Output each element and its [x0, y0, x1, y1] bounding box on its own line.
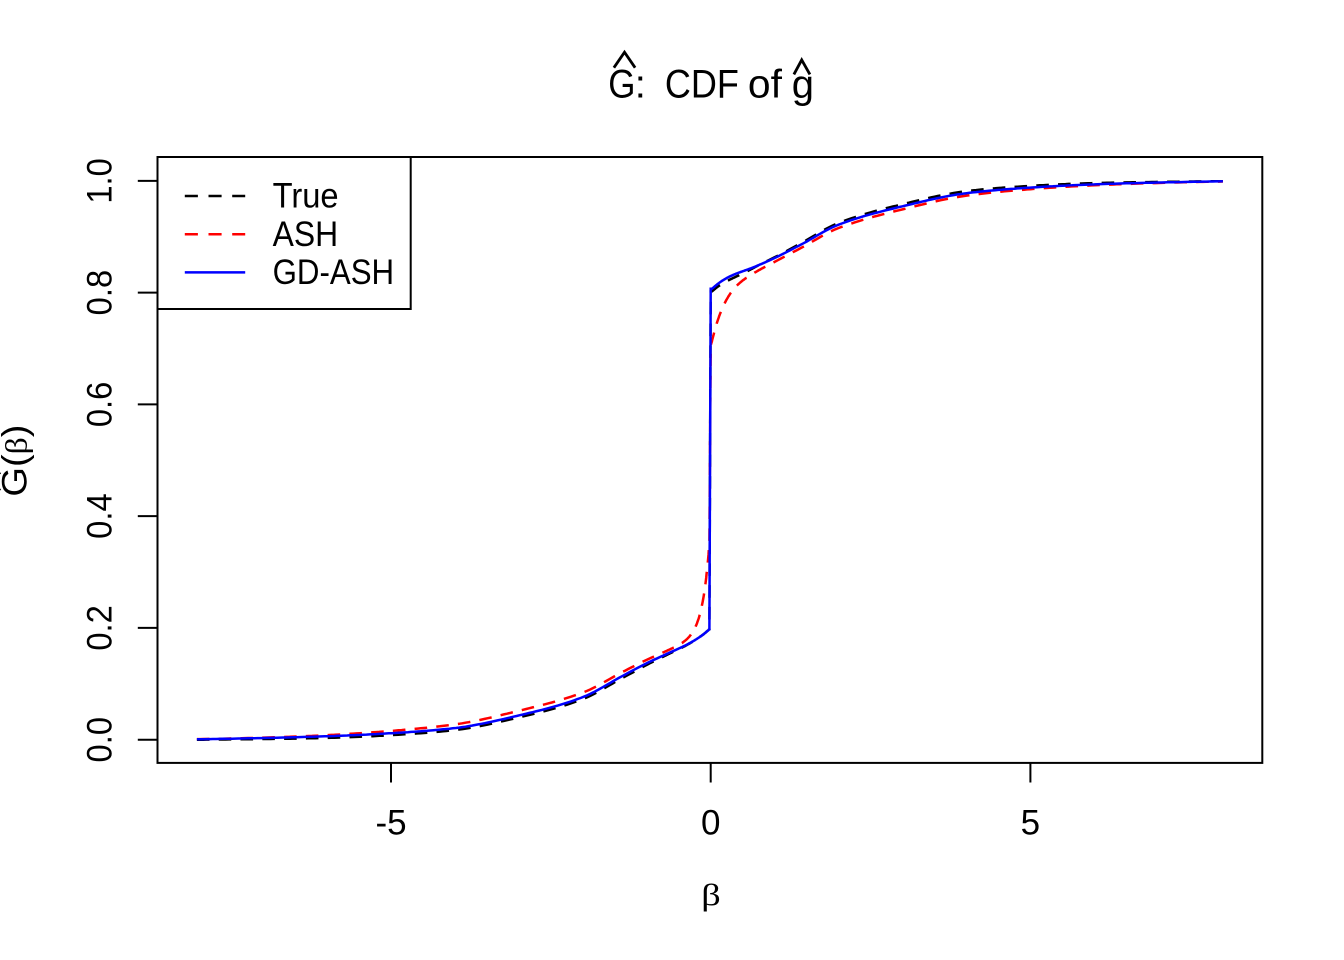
svg-text:0.2: 0.2: [80, 605, 119, 651]
svg-text:GD-ASH: GD-ASH: [273, 253, 395, 292]
svg-text:G(β): G(β): [0, 425, 34, 497]
svg-text:g: g: [792, 63, 814, 107]
svg-text:of: of: [748, 63, 783, 107]
svg-text:β: β: [701, 877, 721, 912]
svg-text:G: G: [608, 63, 635, 107]
svg-text:True: True: [273, 177, 339, 216]
svg-text:0.6: 0.6: [80, 382, 119, 428]
svg-text:5: 5: [1021, 804, 1040, 843]
svg-text:0: 0: [701, 804, 720, 843]
svg-text:0.0: 0.0: [80, 717, 119, 763]
svg-text:0.8: 0.8: [80, 270, 119, 316]
svg-text:CDF: CDF: [665, 63, 739, 107]
svg-text:-5: -5: [375, 804, 406, 843]
svg-text:1.0: 1.0: [80, 158, 119, 204]
svg-text:0.4: 0.4: [80, 493, 119, 539]
svg-text:ASH: ASH: [273, 215, 339, 254]
svg-text::: :: [635, 63, 646, 107]
